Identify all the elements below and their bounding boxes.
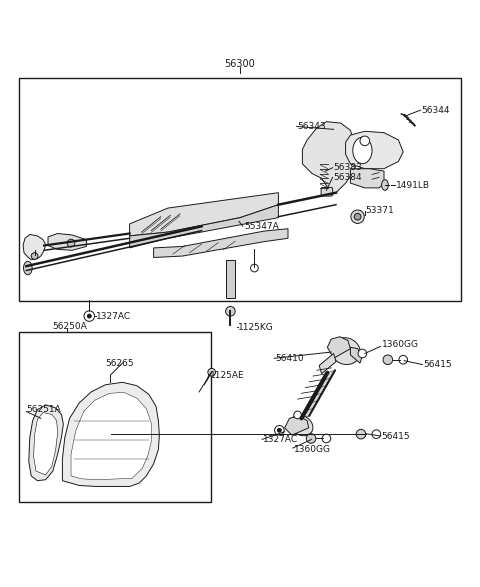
Circle shape <box>84 311 95 321</box>
Text: 56410: 56410 <box>275 354 304 363</box>
Circle shape <box>356 429 366 439</box>
Circle shape <box>226 306 235 316</box>
Polygon shape <box>350 168 384 188</box>
Polygon shape <box>350 348 362 363</box>
Circle shape <box>87 314 91 318</box>
Polygon shape <box>226 260 235 298</box>
Polygon shape <box>29 405 63 481</box>
Text: 56251A: 56251A <box>26 405 61 414</box>
Text: 53371: 53371 <box>366 207 395 215</box>
Circle shape <box>67 239 75 247</box>
Text: 56415: 56415 <box>382 431 410 441</box>
Text: 56383: 56383 <box>334 163 362 172</box>
Circle shape <box>383 355 393 365</box>
Text: 56300: 56300 <box>225 59 255 69</box>
Circle shape <box>322 434 331 443</box>
Polygon shape <box>285 416 309 435</box>
Ellipse shape <box>353 137 372 164</box>
Text: 1125AE: 1125AE <box>210 370 244 380</box>
Polygon shape <box>301 370 335 419</box>
Circle shape <box>354 213 361 220</box>
Circle shape <box>208 369 216 376</box>
Text: 56250A: 56250A <box>52 322 86 330</box>
Ellipse shape <box>331 338 360 365</box>
FancyBboxPatch shape <box>321 187 333 196</box>
Bar <box>19 332 211 502</box>
Text: 1327AC: 1327AC <box>96 312 131 321</box>
Circle shape <box>399 355 408 364</box>
Polygon shape <box>327 337 350 358</box>
Text: 1125KG: 1125KG <box>238 323 273 332</box>
Text: 55347A: 55347A <box>244 222 278 231</box>
Polygon shape <box>62 382 159 487</box>
Circle shape <box>275 426 284 435</box>
Circle shape <box>351 210 364 224</box>
Polygon shape <box>34 413 58 475</box>
Text: 56343: 56343 <box>298 122 326 131</box>
Circle shape <box>294 411 301 419</box>
Text: 56265: 56265 <box>106 359 134 367</box>
Text: 1327AC: 1327AC <box>263 435 298 444</box>
Polygon shape <box>154 229 288 258</box>
Polygon shape <box>319 353 336 374</box>
Polygon shape <box>346 131 403 168</box>
Text: 1491LB: 1491LB <box>396 181 430 190</box>
Text: 1360GG: 1360GG <box>294 445 331 454</box>
Text: 56344: 56344 <box>421 106 450 114</box>
Text: 56384: 56384 <box>334 173 362 182</box>
Circle shape <box>251 264 258 272</box>
Ellipse shape <box>24 261 32 275</box>
Ellipse shape <box>290 415 313 436</box>
Bar <box>19 77 461 301</box>
Circle shape <box>360 136 370 146</box>
Text: 1360GG: 1360GG <box>382 340 419 349</box>
Circle shape <box>372 430 381 438</box>
Polygon shape <box>130 205 278 248</box>
Ellipse shape <box>382 180 388 190</box>
Circle shape <box>277 429 281 432</box>
Polygon shape <box>71 392 152 480</box>
Circle shape <box>31 252 38 259</box>
Polygon shape <box>302 122 355 193</box>
Polygon shape <box>48 234 86 250</box>
Circle shape <box>358 349 367 358</box>
Text: 56415: 56415 <box>423 360 452 369</box>
Polygon shape <box>130 193 278 236</box>
Circle shape <box>306 434 316 443</box>
Polygon shape <box>23 234 46 260</box>
